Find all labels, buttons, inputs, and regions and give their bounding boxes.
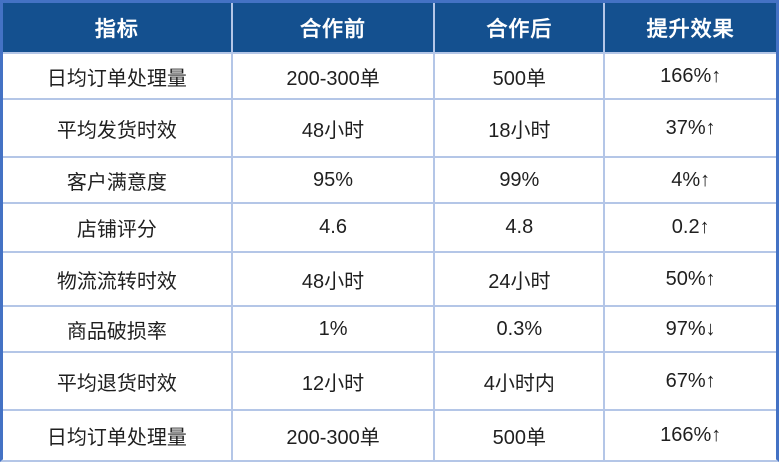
header-row: 指标 合作前 合作后 提升效果: [3, 3, 776, 54]
cell-metric: 店铺评分: [3, 202, 233, 253]
cell-improvement: 50%↑: [603, 251, 776, 307]
cell-after: 99%: [433, 156, 606, 204]
cell-before: 200-300单: [230, 409, 436, 460]
table-row: 平均退货时效 12小时 4小时内 67%↑: [3, 351, 776, 411]
cell-before: 12小时: [230, 351, 436, 411]
cell-before: 4.6: [230, 202, 436, 253]
cell-metric: 日均订单处理量: [3, 52, 233, 100]
cell-before: 48小时: [230, 98, 436, 158]
cell-after: 4.8: [433, 202, 606, 253]
table-header: 指标 合作前 合作后 提升效果: [3, 3, 776, 54]
cell-metric: 商品破损率: [3, 305, 233, 353]
header-cell-metric: 指标: [3, 3, 233, 54]
cell-metric: 日均订单处理量: [3, 409, 233, 460]
cell-improvement: 166%↑: [603, 409, 776, 460]
cell-metric: 客户满意度: [3, 156, 233, 204]
cell-improvement: 4%↑: [603, 156, 776, 204]
cell-after: 0.3%: [433, 305, 606, 353]
header-cell-after: 合作后: [433, 3, 606, 54]
cell-after: 24小时: [433, 251, 606, 307]
cell-improvement: 166%↑: [603, 52, 776, 100]
cell-metric: 平均退货时效: [3, 351, 233, 411]
cell-improvement: 67%↑: [603, 351, 776, 411]
comparison-table: 指标 合作前 合作后 提升效果 日均订单处理量 200-300单 500单 16…: [3, 3, 776, 460]
header-cell-before: 合作前: [230, 3, 436, 54]
table-row: 客户满意度 95% 99% 4%↑: [3, 156, 776, 204]
cell-after: 500单: [433, 52, 606, 100]
table-row: 日均订单处理量 200-300单 500单 166%↑: [3, 52, 776, 100]
table-row: 物流流转时效 48小时 24小时 50%↑: [3, 251, 776, 307]
cell-after: 18小时: [433, 98, 606, 158]
table-row: 店铺评分 4.6 4.8 0.2↑: [3, 202, 776, 253]
cell-before: 48小时: [230, 251, 436, 307]
table-row: 平均发货时效 48小时 18小时 37%↑: [3, 98, 776, 158]
cell-improvement: 0.2↑: [603, 202, 776, 253]
table-row: 商品破损率 1% 0.3% 97%↓: [3, 305, 776, 353]
cell-improvement: 37%↑: [603, 98, 776, 158]
table-row: 日均订单处理量 200-300单 500单 166%↑: [3, 409, 776, 460]
cell-before: 200-300单: [230, 52, 436, 100]
cell-after: 500单: [433, 409, 606, 460]
cell-metric: 物流流转时效: [3, 251, 233, 307]
cell-after: 4小时内: [433, 351, 606, 411]
cell-before: 95%: [230, 156, 436, 204]
cell-before: 1%: [230, 305, 436, 353]
table-body: 日均订单处理量 200-300单 500单 166%↑ 平均发货时效 48小时 …: [3, 52, 776, 460]
cell-improvement: 97%↓: [603, 305, 776, 353]
cell-metric: 平均发货时效: [3, 98, 233, 158]
header-cell-improvement: 提升效果: [603, 3, 776, 54]
